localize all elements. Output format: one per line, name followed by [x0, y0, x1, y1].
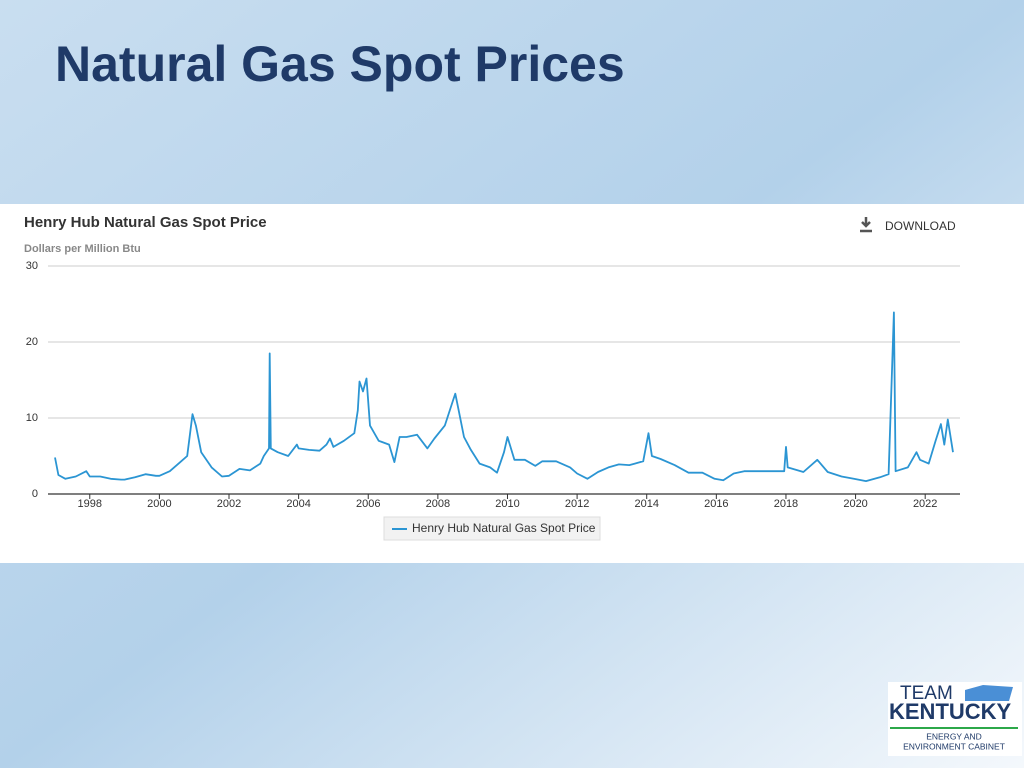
price-line: [54, 311, 954, 482]
x-tick-label: 2002: [217, 498, 241, 510]
x-tick-label: 2018: [774, 498, 798, 510]
download-icon: [860, 217, 872, 233]
legend-label: Henry Hub Natural Gas Spot Price: [412, 521, 596, 535]
y-tick-label: 10: [26, 412, 38, 424]
chart-subtitle: Dollars per Million Btu: [24, 243, 141, 255]
x-tick-label: 2006: [356, 498, 380, 510]
x-tick-label: 2016: [704, 498, 728, 510]
download-button[interactable]: DOWNLOAD: [860, 217, 956, 233]
x-tick-label: 2020: [843, 498, 867, 510]
chart-title: Henry Hub Natural Gas Spot Price: [24, 214, 267, 231]
x-tick-label: 2012: [565, 498, 589, 510]
y-tick-label: 30: [26, 260, 38, 272]
y-tick-label: 0: [32, 488, 38, 500]
download-label[interactable]: DOWNLOAD: [885, 219, 956, 233]
logo-kentucky: KENTUCKY: [889, 699, 1012, 724]
x-tick-label: 2004: [286, 498, 310, 510]
slide-title: Natural Gas Spot Prices: [55, 36, 625, 92]
x-tick-label: 1998: [78, 498, 102, 510]
logo-rule: [890, 727, 1018, 729]
chart-panel: [0, 204, 1024, 563]
x-tick-label: 2008: [426, 498, 450, 510]
logo-line: ENVIRONMENT CABINET: [903, 741, 1005, 751]
logo-line: ENERGY AND: [926, 731, 982, 741]
y-tick-label: 20: [26, 336, 38, 348]
logo-team: TEAM: [900, 683, 953, 704]
x-tick-label: 2010: [495, 498, 519, 510]
x-tick-label: 2022: [913, 498, 937, 510]
x-tick-label: 2000: [147, 498, 171, 510]
logo-state: [965, 685, 1013, 701]
x-tick-label: 2014: [634, 498, 658, 510]
legend: [383, 516, 601, 541]
